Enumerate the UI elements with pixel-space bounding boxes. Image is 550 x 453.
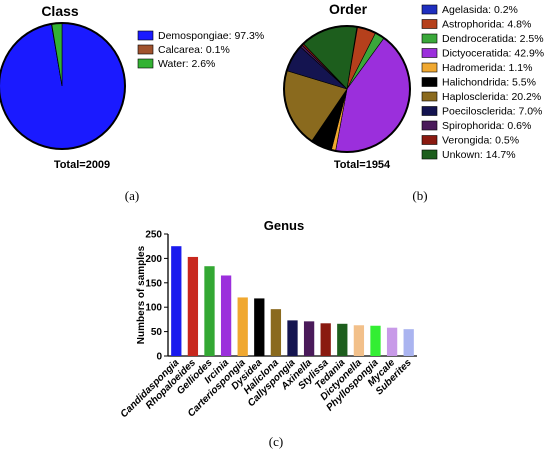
genus-y-tick-label: 150: [145, 278, 162, 289]
order-legend: Agelasida: 0.2% Astrophorida: 4.8% Dendroc…: [421, 4, 544, 161]
genus-bar-ircinia: [220, 275, 232, 356]
order-legend-swatch-poecilosclerida: [421, 106, 438, 116]
genus-title: Genus: [264, 218, 304, 233]
order-legend-swatch-spirophorida: [421, 120, 438, 131]
genus-bar-stylissa: [320, 323, 331, 356]
genus-bar-suberites: [403, 329, 414, 356]
order-legend-label-haplosclerida: Haplosclerida: 20.2%: [442, 91, 541, 103]
order-legend-label-agelasida: Agelasida: 0.2%: [442, 4, 518, 16]
panel-b-label: (b): [412, 188, 427, 203]
order-legend-label-unkown: Unkown: 14.7%: [442, 149, 516, 161]
genus-bar-carteriospongia: [237, 297, 248, 356]
order-legend-swatch-verongida: [421, 135, 438, 145]
genus-bar-haliclona: [270, 309, 282, 356]
order-title: Order: [329, 1, 368, 17]
class-legend-swatch-water: [137, 58, 154, 69]
order-legend-label-astrophorida: Astrophorida: 4.8%: [442, 19, 531, 31]
class-legend-label-water: Water: 2.6%: [158, 58, 215, 70]
class-title: Class: [41, 3, 79, 19]
panel-a-label: (a): [125, 188, 139, 203]
panel-c-label: (c): [269, 434, 283, 449]
genus-bar-mycale: [386, 327, 398, 356]
order-legend-swatch-unkown: [421, 149, 438, 160]
genus-bars: [171, 246, 414, 356]
order-legend-label-spirophorida: Spirophorida: 0.6%: [442, 120, 531, 132]
order-legend-swatch-dictyoceratida: [421, 48, 438, 58]
genus-y-axis-label: Numbers of samples: [136, 245, 147, 344]
genus-bar-gelliodes: [204, 266, 215, 356]
panel-b: Order Agelasida: 0.2% Astrophorida: 4.8% D…: [283, 1, 544, 203]
order-legend-swatch-haplosclerida: [421, 91, 438, 102]
class-pie-outline: [0, 22, 126, 150]
class-total-label: Total=2009: [54, 159, 110, 171]
order-pie-outline: [283, 25, 411, 153]
order-legend-swatch-agelasida: [421, 4, 438, 15]
order-legend-label-dendroceratida: Dendroceratida: 2.5%: [442, 33, 544, 45]
panel-a: Class Demospongiae: 97.3% Calcarea: 0.1% W…: [0, 3, 264, 203]
order-legend-label-halichondrida: Halichondrida: 5.5%: [442, 77, 536, 89]
genus-y-tick-label: 250: [145, 230, 162, 241]
genus-y-tick-label: 100: [145, 303, 162, 314]
class-legend: Demospongiae: 97.3% Calcarea: 0.1% Water: …: [137, 30, 264, 70]
order-legend-label-verongida: Verongida: 0.5%: [442, 135, 519, 147]
order-legend-swatch-hadromerida: [421, 62, 438, 73]
genus-x-tick-labels: CandidaspongiaRhopaloeidesGelliodesIrcin…: [119, 357, 414, 420]
class-legend-label-demospongiae: Demospongiae: 97.3%: [158, 30, 264, 42]
class-legend-swatch-demospongiae: [137, 30, 154, 41]
panel-c: Genus 0 50 100 150 200 250 CandidaspongiaRhop…: [119, 218, 417, 449]
genus-bar-rhopaloeides: [187, 256, 199, 356]
order-legend-swatch-halichondrida: [421, 77, 438, 87]
genus-bar-dysidea: [254, 298, 265, 356]
order-legend-label-dictyoceratida: Dictyoceratida: 42.9%: [442, 48, 544, 60]
order-legend-swatch-astrophorida: [421, 19, 438, 29]
order-legend-swatch-dendroceratida: [421, 33, 438, 44]
genus-bar-tedania: [337, 323, 348, 356]
genus-bar-axinella: [303, 321, 315, 356]
order-pie: [283, 25, 411, 153]
class-legend-label-calcarea: Calcarea: 0.1%: [158, 44, 230, 56]
class-legend-swatch-calcarea: [137, 44, 154, 55]
genus-bar-callyspongia: [287, 320, 298, 356]
genus-bar-dictyonella: [353, 325, 365, 356]
genus-y-tick-label: 200: [145, 254, 162, 265]
genus-y-tick-label: 50: [151, 327, 163, 338]
order-legend-label-poecilosclerida: Poecilosclerida: 7.0%: [442, 106, 542, 118]
order-legend-label-hadromerida: Hadromerida: 1.1%: [442, 62, 532, 74]
genus-bar-candidaspongia: [171, 246, 182, 356]
genus-bar-phyllospongia: [370, 325, 381, 356]
order-total-label: Total=1954: [334, 159, 391, 171]
genus-y-tick-label: 0: [156, 352, 162, 363]
class-pie: [0, 22, 126, 150]
